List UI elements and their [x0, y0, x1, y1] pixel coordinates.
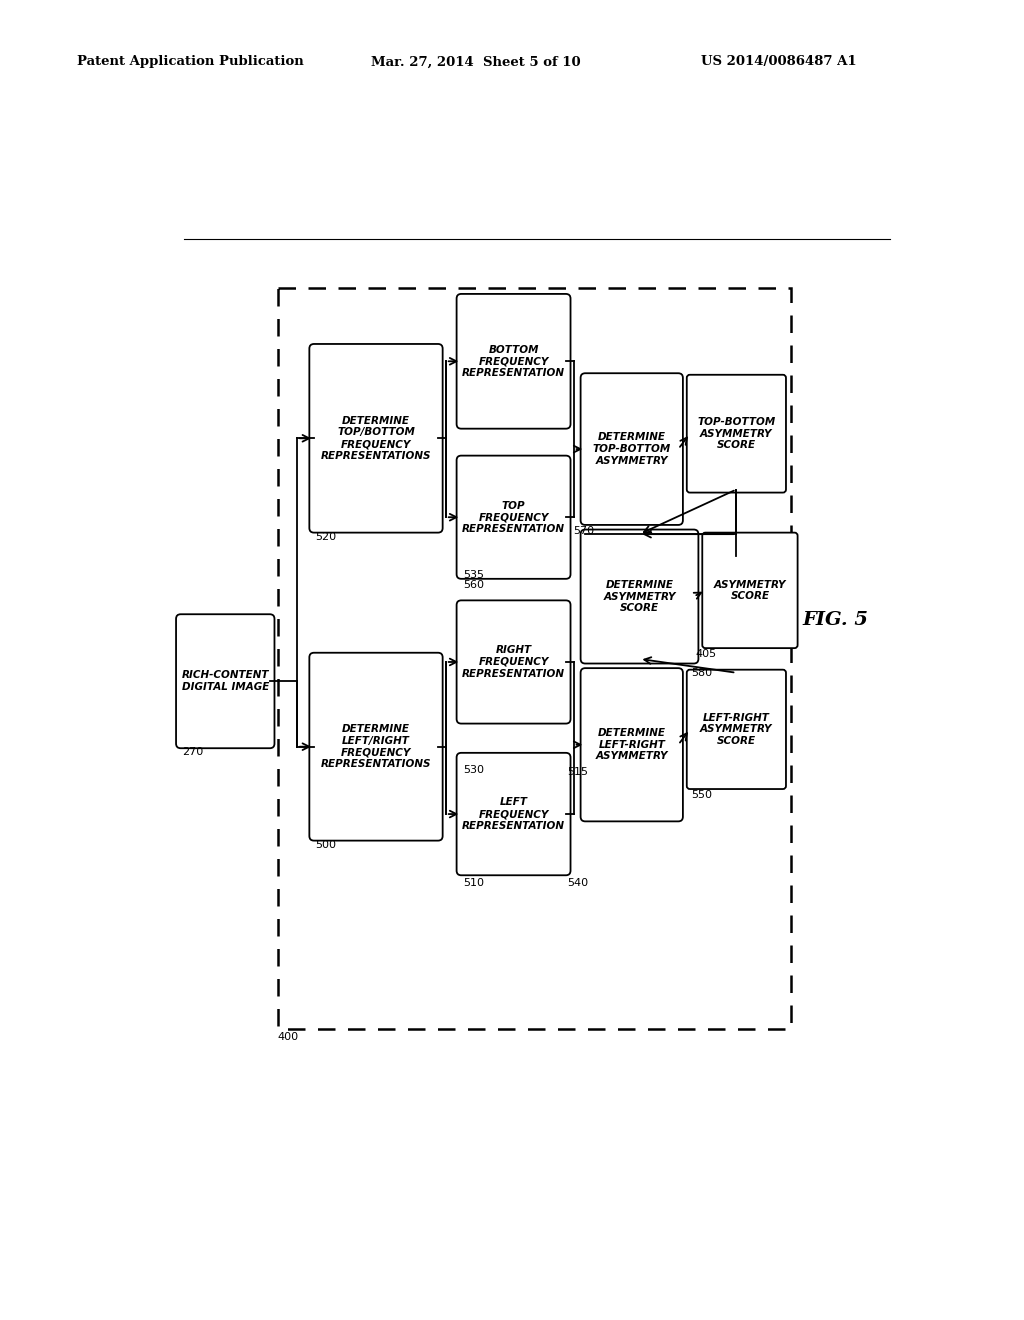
- Text: 515: 515: [567, 767, 589, 776]
- Text: Patent Application Publication: Patent Application Publication: [77, 55, 303, 69]
- FancyBboxPatch shape: [309, 653, 442, 841]
- Text: TOP-BOTTOM
ASYMMETRY
SCORE: TOP-BOTTOM ASYMMETRY SCORE: [697, 417, 775, 450]
- Bar: [278, 288, 791, 1028]
- Text: 510: 510: [463, 878, 483, 888]
- FancyBboxPatch shape: [581, 374, 683, 525]
- FancyBboxPatch shape: [581, 529, 698, 664]
- Text: 570: 570: [573, 527, 595, 536]
- Text: 550: 550: [691, 789, 713, 800]
- Text: LEFT-RIGHT
ASYMMETRY
SCORE: LEFT-RIGHT ASYMMETRY SCORE: [700, 713, 773, 746]
- Text: DETERMINE
TOP-BOTTOM
ASYMMETRY: DETERMINE TOP-BOTTOM ASYMMETRY: [593, 433, 671, 466]
- Text: Mar. 27, 2014  Sheet 5 of 10: Mar. 27, 2014 Sheet 5 of 10: [371, 55, 581, 69]
- Text: RICH-CONTENT
DIGITAL IMAGE: RICH-CONTENT DIGITAL IMAGE: [181, 671, 269, 692]
- Text: TOP
FREQUENCY
REPRESENTATION: TOP FREQUENCY REPRESENTATION: [462, 500, 565, 533]
- Text: RIGHT
FREQUENCY
REPRESENTATION: RIGHT FREQUENCY REPRESENTATION: [462, 645, 565, 678]
- Text: ASYMMETRY
SCORE: ASYMMETRY SCORE: [714, 579, 786, 601]
- Text: FIG. 5: FIG. 5: [802, 611, 868, 630]
- FancyBboxPatch shape: [702, 533, 798, 648]
- FancyBboxPatch shape: [457, 455, 570, 578]
- Text: US 2014/0086487 A1: US 2014/0086487 A1: [701, 55, 857, 69]
- FancyBboxPatch shape: [457, 752, 570, 875]
- FancyBboxPatch shape: [457, 601, 570, 723]
- Text: DETERMINE
TOP/BOTTOM
FREQUENCY
REPRESENTATIONS: DETERMINE TOP/BOTTOM FREQUENCY REPRESENT…: [321, 416, 431, 461]
- Text: 560: 560: [463, 581, 483, 590]
- Text: 270: 270: [182, 747, 204, 758]
- Text: 400: 400: [278, 1032, 299, 1043]
- Text: 540: 540: [567, 878, 589, 888]
- Text: LEFT
FREQUENCY
REPRESENTATION: LEFT FREQUENCY REPRESENTATION: [462, 797, 565, 830]
- FancyBboxPatch shape: [687, 375, 786, 492]
- FancyBboxPatch shape: [309, 345, 442, 533]
- Text: DETERMINE
ASYMMETRY
SCORE: DETERMINE ASYMMETRY SCORE: [603, 579, 676, 612]
- Text: 520: 520: [315, 532, 337, 541]
- Text: 405: 405: [695, 649, 717, 659]
- Text: DETERMINE
LEFT-RIGHT
ASYMMETRY: DETERMINE LEFT-RIGHT ASYMMETRY: [596, 729, 668, 762]
- Text: BOTTOM
FREQUENCY
REPRESENTATION: BOTTOM FREQUENCY REPRESENTATION: [462, 345, 565, 378]
- Text: 580: 580: [691, 668, 713, 678]
- FancyBboxPatch shape: [581, 668, 683, 821]
- Text: DETERMINE
LEFT/RIGHT
FREQUENCY
REPRESENTATIONS: DETERMINE LEFT/RIGHT FREQUENCY REPRESENT…: [321, 725, 431, 770]
- FancyBboxPatch shape: [457, 294, 570, 429]
- Text: 535: 535: [463, 570, 483, 581]
- Text: 500: 500: [315, 840, 337, 850]
- Text: 530: 530: [463, 766, 483, 775]
- FancyBboxPatch shape: [176, 614, 274, 748]
- FancyBboxPatch shape: [687, 669, 786, 789]
